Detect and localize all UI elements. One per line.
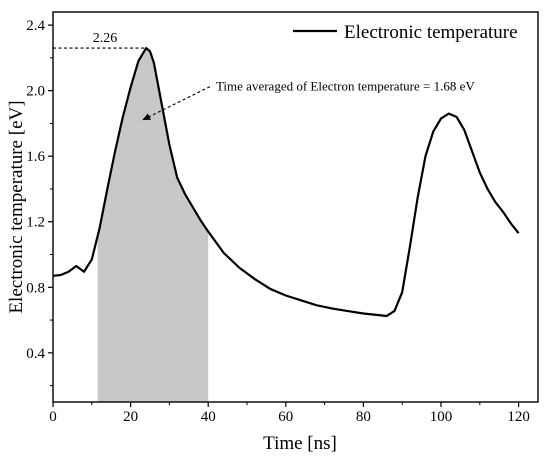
shaded-area-layer xyxy=(97,48,209,403)
legend-label-electronic-temperature: Electronic temperature xyxy=(344,22,518,43)
shaded-area-time-average xyxy=(97,48,209,403)
x-axis-title: Time [ns] xyxy=(263,433,337,454)
series-layer xyxy=(53,46,520,318)
y-tick-label: 1.6 xyxy=(26,149,45,165)
x-tick-label: 60 xyxy=(278,409,293,425)
x-tick-label: 100 xyxy=(430,409,453,425)
x-tick-label: 20 xyxy=(123,409,138,425)
y-tick-label: 0.8 xyxy=(26,280,45,296)
y-tick-label: 1.2 xyxy=(26,215,45,231)
y-tick-label: 2.0 xyxy=(26,84,45,100)
axes-layer xyxy=(52,11,539,403)
y-axis-title: Electronic temperature [eV] xyxy=(6,100,27,313)
annotation-layer: 2.26 Time averaged of Electron temperatur… xyxy=(53,31,475,121)
y-tick-label: 2.4 xyxy=(26,18,45,34)
tick-layer: 0 20 40 60 80 100 120 0.4 0.8 1.2 1.6 2.0 2.4 xyxy=(26,18,530,425)
series-line-electronic-temperature xyxy=(53,46,520,318)
x-tick-label: 0 xyxy=(49,409,57,425)
y-tick-label: 0.4 xyxy=(26,346,45,362)
annotation-text: Time averaged of Electron temperature = … xyxy=(216,79,475,94)
legend: Electronic temperature xyxy=(293,22,518,43)
x-tick-label: 40 xyxy=(201,409,216,425)
x-tick-label: 120 xyxy=(507,409,530,425)
annotation-arrow-head xyxy=(142,113,151,121)
annotation-arrow-line xyxy=(141,86,211,121)
x-tick-label: 80 xyxy=(356,409,371,425)
peak-value-label: 2.26 xyxy=(93,31,118,46)
plot-frame xyxy=(52,11,539,403)
